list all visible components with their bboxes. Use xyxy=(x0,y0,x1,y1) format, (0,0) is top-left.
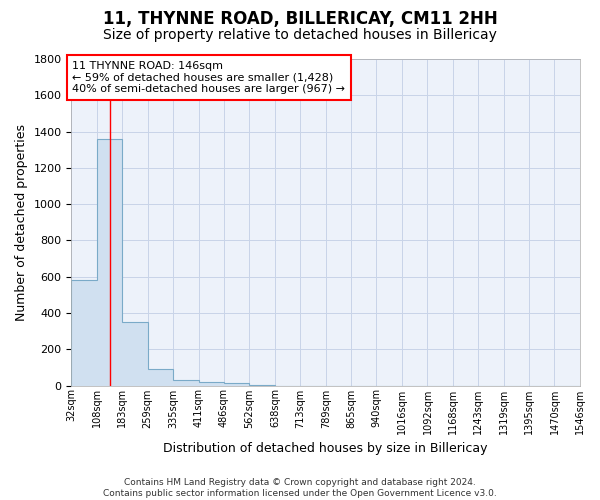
Text: Size of property relative to detached houses in Billericay: Size of property relative to detached ho… xyxy=(103,28,497,42)
Y-axis label: Number of detached properties: Number of detached properties xyxy=(15,124,28,321)
Text: 11, THYNNE ROAD, BILLERICAY, CM11 2HH: 11, THYNNE ROAD, BILLERICAY, CM11 2HH xyxy=(103,10,497,28)
X-axis label: Distribution of detached houses by size in Billericay: Distribution of detached houses by size … xyxy=(163,442,488,455)
Text: Contains HM Land Registry data © Crown copyright and database right 2024.
Contai: Contains HM Land Registry data © Crown c… xyxy=(103,478,497,498)
Text: 11 THYNNE ROAD: 146sqm
← 59% of detached houses are smaller (1,428)
40% of semi-: 11 THYNNE ROAD: 146sqm ← 59% of detached… xyxy=(72,61,345,94)
